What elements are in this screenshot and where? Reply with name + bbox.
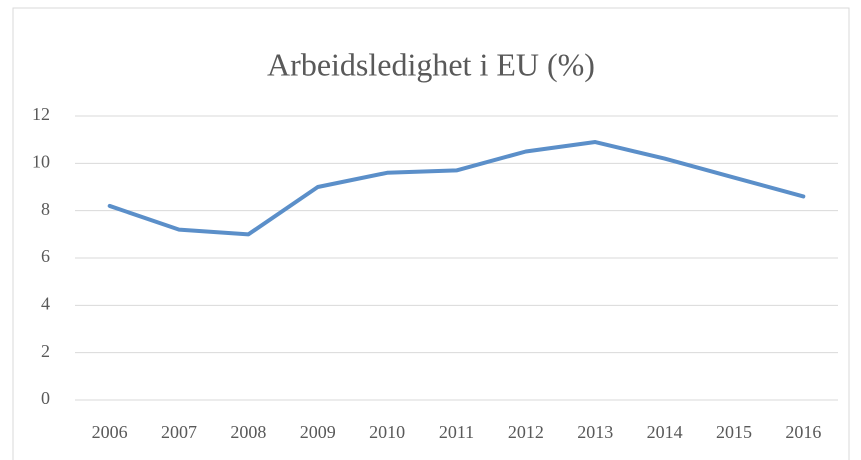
y-tick-label: 2	[41, 341, 50, 361]
x-tick-label: 2016	[785, 422, 821, 442]
x-tick-label: 2009	[300, 422, 336, 442]
data-line	[107, 140, 806, 237]
x-tick-label: 2012	[508, 422, 544, 442]
y-tick-label: 6	[41, 246, 50, 266]
y-tick-label: 8	[41, 199, 50, 219]
x-tick-label: 2013	[577, 422, 613, 442]
x-tick-label: 2015	[716, 422, 752, 442]
chart-title: Arbeidsledighet i EU (%)	[267, 46, 595, 82]
x-tick-label: 2007	[161, 422, 197, 442]
x-tick-label: 2011	[439, 422, 474, 442]
x-tick-label: 2008	[230, 422, 266, 442]
x-tick-label: 2006	[92, 422, 128, 442]
x-tick-label: 2014	[647, 422, 683, 442]
x-tick-label: 2010	[369, 422, 405, 442]
y-tick-label: 4	[41, 293, 50, 313]
y-tick-label: 12	[32, 104, 50, 124]
chart-frame	[12, 7, 850, 460]
y-tick-label: 10	[32, 151, 50, 171]
y-tick-label: 0	[41, 388, 50, 408]
